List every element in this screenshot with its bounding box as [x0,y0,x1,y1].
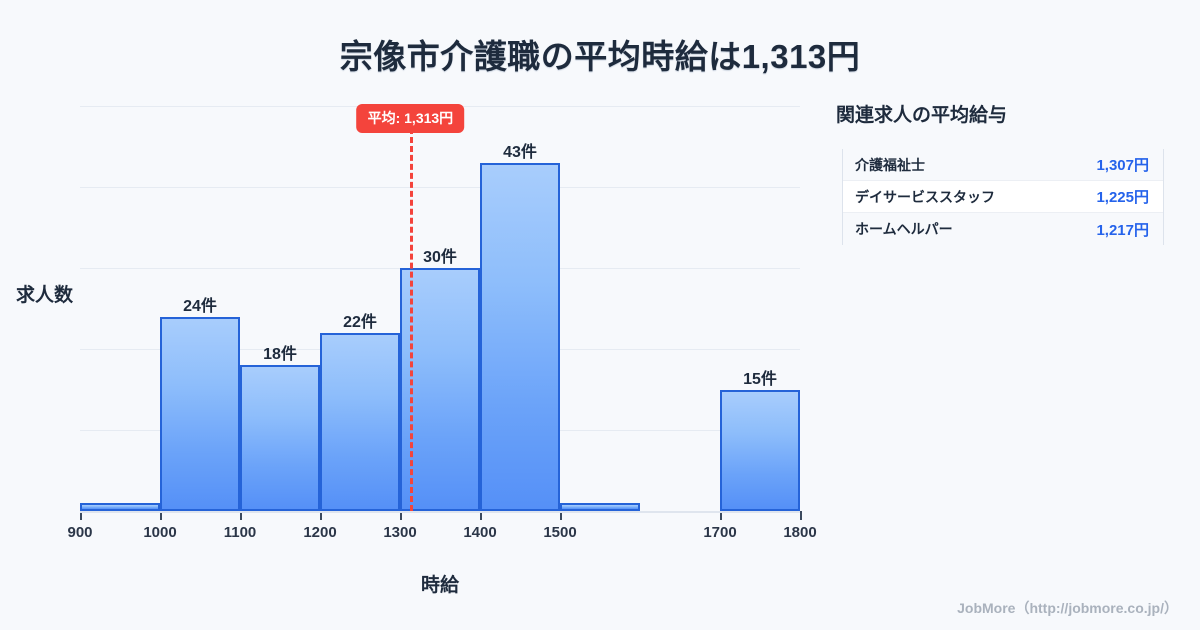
bar [320,332,400,511]
x-axis-tick [320,511,322,520]
x-axis-line [80,511,800,513]
average-line [410,128,414,511]
x-axis-tick [240,511,242,520]
x-axis-tick-label: 1000 [143,524,177,541]
x-axis-tick [400,511,402,520]
x-axis-tick [720,511,722,520]
gridline [80,187,800,188]
x-axis-title: 時給 [420,575,459,596]
bar-value-label: 30件 [423,249,457,266]
x-axis-tick [160,511,162,520]
salary-row: 介護福祉士 1,307円 [843,149,1163,181]
x-axis-tick-label: 1500 [543,524,577,541]
salary-row: デイサービススタッフ 1,225円 [843,181,1163,213]
bar [480,162,560,511]
bar-value-label: 43件 [503,143,537,161]
salary-job-title: ホームヘルパー [855,221,953,237]
x-axis-tick [800,511,802,520]
bar [560,502,640,511]
bar [80,502,160,511]
salary-amount: 1,225円 [1096,189,1149,206]
salary-job-title: 介護福祉士 [855,156,925,173]
salary-table: 介護福祉士 1,307円デイサービススタッフ 1,225円ホームヘルパー 1,217円 [842,149,1164,245]
footer-attribution: JobMore（http://jobmore.co.jp/） [957,600,1178,616]
salary-job-title: デイサービススタッフ [855,188,995,205]
bar-value-label: 22件 [343,313,377,331]
bar [160,316,240,511]
bar-value-label: 24件 [183,297,217,315]
side-panel-title: 関連求人の平均給与 [836,105,1008,126]
x-axis-tick [560,511,562,520]
histogram-chart: 24件 18件 22件 30件 43件 15件 900 1000 1100 1200 1300 14… [16,104,817,596]
average-badge: 平均: 1,313円 [356,104,465,133]
x-axis-tick-label: 1800 [783,524,817,541]
x-axis-tick-label: 1100 [223,524,257,541]
page-title: 宗像市介護職の平均時給は1,313円 [339,38,861,75]
x-axis-tick [80,511,82,520]
salary-amount: 1,307円 [1096,157,1149,174]
y-axis-title: 求人数 [16,285,74,306]
x-axis-tick [480,511,482,520]
related-salary-panel: 関連求人の平均給与 介護福祉士 1,307円デイサービススタッフ 1,225円ホーム… [836,100,1172,245]
bar [240,365,320,511]
bar [720,389,800,511]
x-axis-tick-label: 1700 [703,524,737,541]
x-axis-tick-label: 900 [67,524,93,541]
x-axis-tick-label: 1200 [303,524,337,541]
salary-amount: 1,217円 [1096,221,1149,239]
salary-row: ホームヘルパー 1,217円 [843,213,1163,245]
x-axis-tick-label: 1400 [463,524,497,541]
bar-value-label: 18件 [263,346,297,364]
x-axis-tick-label: 1300 [383,524,417,541]
bar-value-label: 15件 [743,370,777,388]
